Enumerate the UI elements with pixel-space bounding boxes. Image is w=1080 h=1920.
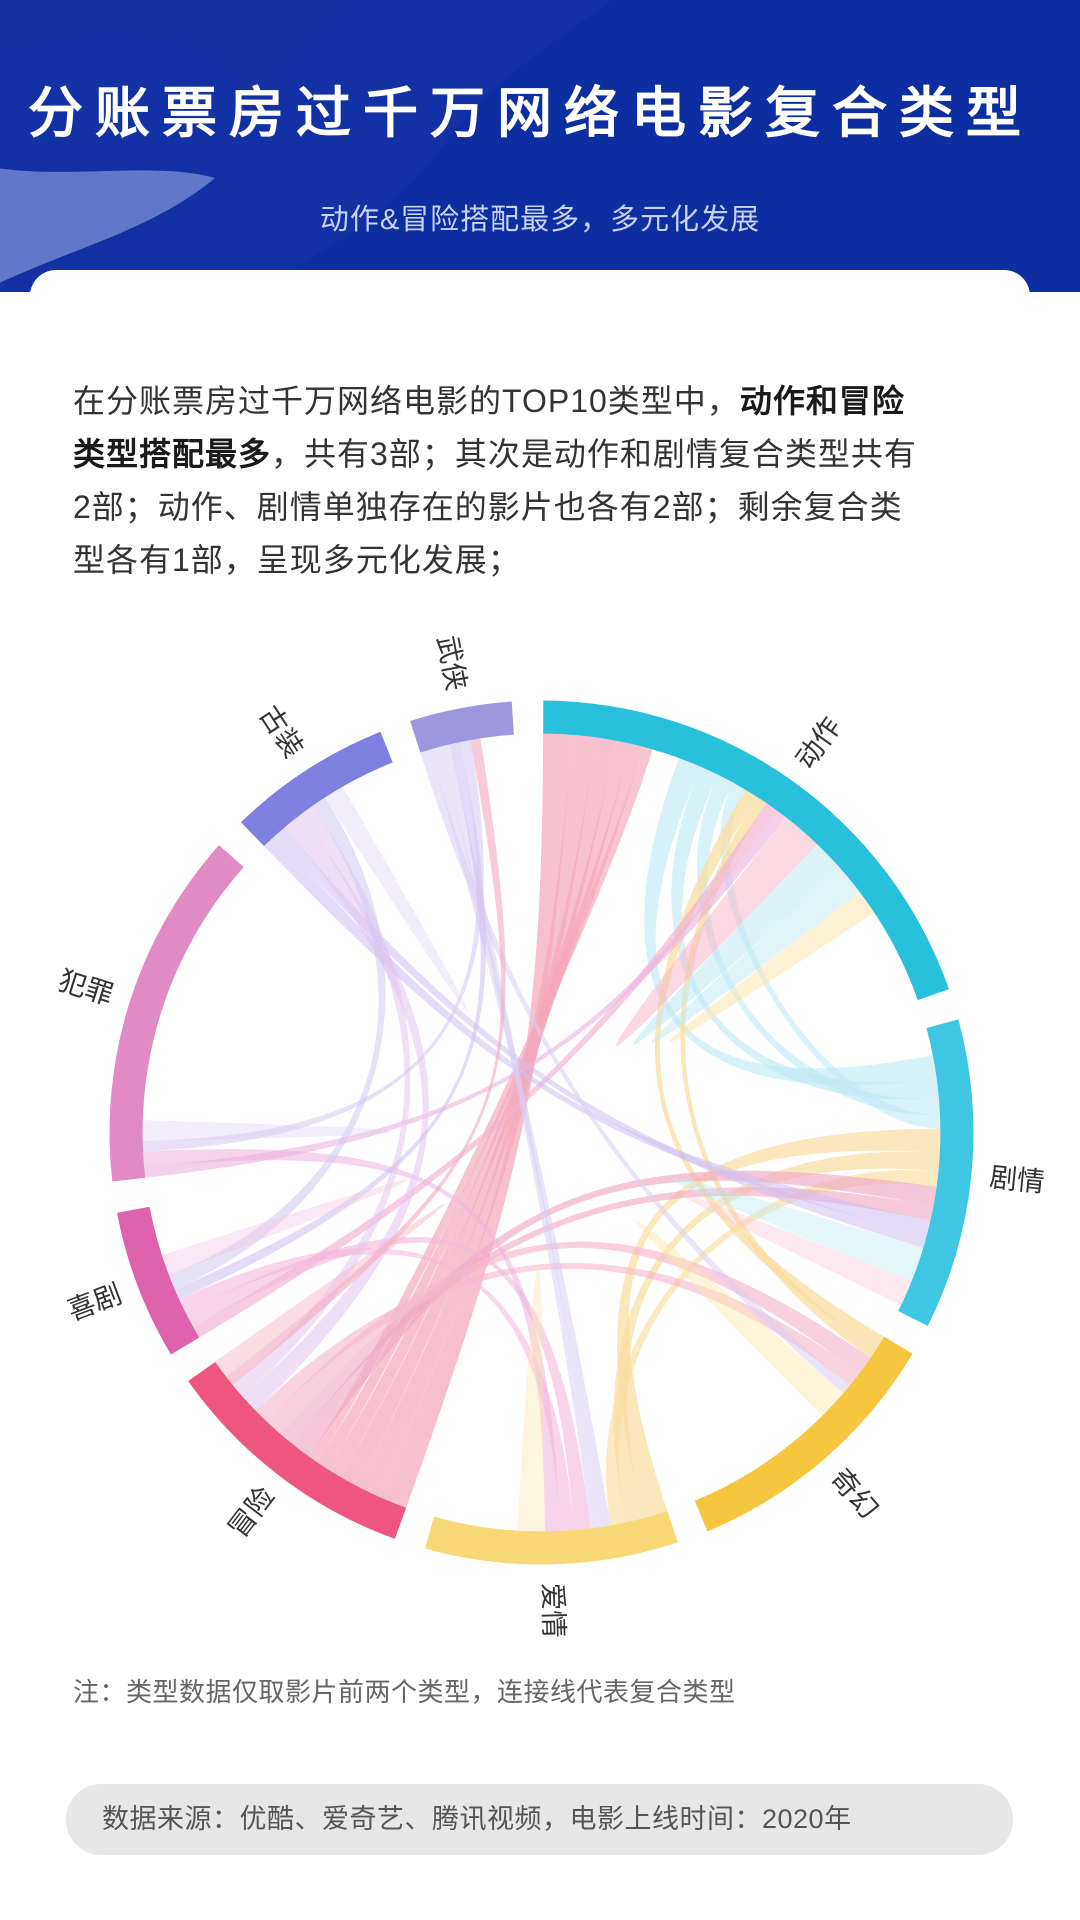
svg-text:剧情: 剧情 (988, 1162, 1046, 1198)
svg-text:喜剧: 喜剧 (63, 1278, 126, 1327)
svg-text:犯罪: 犯罪 (55, 965, 117, 1011)
svg-text:冒险: 冒险 (222, 1481, 280, 1544)
svg-text:动作: 动作 (790, 711, 847, 774)
svg-text:古装: 古装 (253, 700, 309, 763)
svg-text:奇幻: 奇幻 (825, 1463, 885, 1525)
svg-text:爱情: 爱情 (537, 1582, 569, 1638)
svg-text:武侠: 武侠 (432, 633, 473, 693)
